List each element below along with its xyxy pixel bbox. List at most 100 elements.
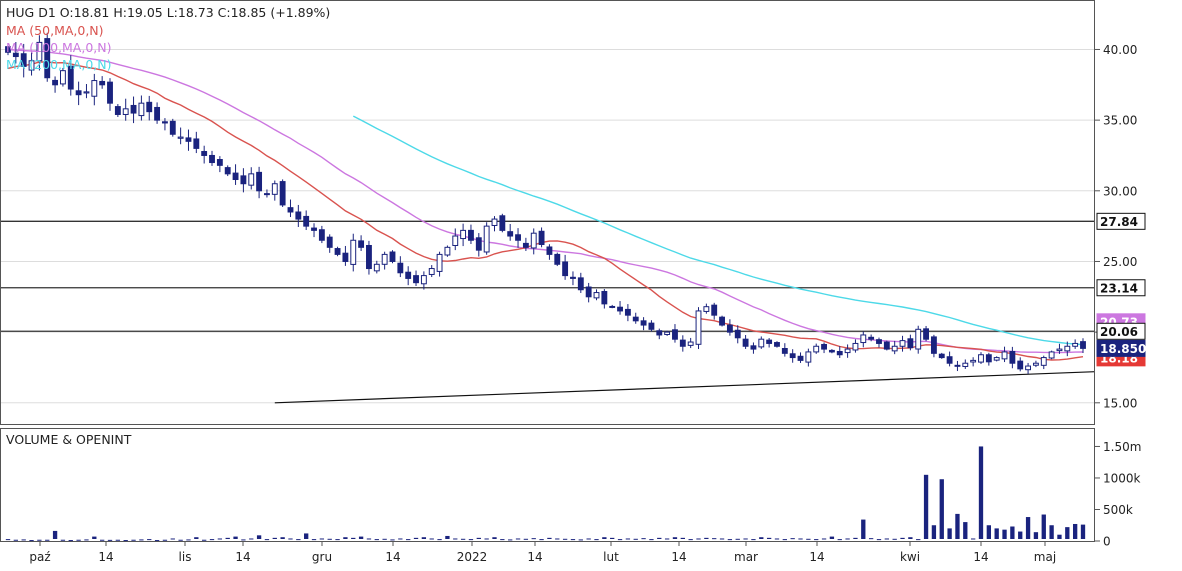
candle-body-down [828, 349, 835, 353]
candle-body-up [703, 306, 710, 312]
candle [271, 180, 278, 201]
candle-body-down [232, 172, 239, 180]
candle-body-down [389, 251, 396, 262]
volume-bar [939, 479, 944, 539]
candle-body-down [954, 364, 961, 367]
candle-body-down [789, 353, 796, 359]
volume-bar [515, 538, 521, 540]
volume-bar [719, 538, 725, 540]
candle [413, 270, 419, 286]
candle-body-up [1056, 348, 1063, 352]
volume-bar [1049, 525, 1054, 539]
candle [475, 233, 482, 257]
price-tick-label: 15.00 [1103, 396, 1137, 410]
volume-bar [256, 535, 262, 539]
price-grid [0, 48, 1095, 404]
candle-body-down [726, 324, 733, 333]
price-tag-label: 18.850 [1100, 342, 1146, 356]
candle [397, 256, 404, 278]
candle-body-up [687, 341, 694, 346]
volume-bar [429, 538, 434, 540]
candle [585, 282, 592, 303]
candle-body-up [593, 292, 600, 299]
volume-bar [782, 539, 787, 541]
volume-bar [288, 538, 293, 540]
volume-bar [547, 537, 552, 539]
price-tag-hline: 23.14 [1096, 279, 1146, 297]
candle-body-down [342, 252, 349, 262]
volume-bar [366, 538, 372, 540]
volume-bar [1080, 524, 1086, 539]
candle-body-up [805, 351, 812, 363]
candle-body-down [130, 104, 137, 114]
candle-body-up [59, 70, 66, 85]
candle [515, 228, 521, 248]
volume-bars [5, 446, 1086, 542]
candle-body-down [154, 106, 161, 121]
candle-body-down [334, 248, 341, 255]
volume-bar [413, 537, 419, 539]
volume-bar [641, 538, 646, 540]
price-tick-label: 35.00 [1103, 114, 1137, 128]
volume-bar [233, 536, 238, 539]
candle [656, 328, 663, 340]
candle [264, 189, 270, 198]
volume-bar [460, 538, 466, 540]
volume-bar [186, 539, 191, 541]
candle-body-down [499, 215, 506, 231]
volume-bar [1010, 526, 1015, 539]
price-tick-label: 30.00 [1103, 184, 1137, 198]
volume-bar [406, 539, 411, 541]
candle-body-down [256, 171, 263, 192]
candle-body-down [279, 181, 286, 206]
candle [1056, 343, 1063, 354]
candle [624, 304, 631, 322]
candle [209, 150, 215, 166]
candle [185, 129, 192, 151]
volume-bar [131, 539, 136, 541]
candle-body-up [1040, 357, 1047, 366]
candle-body-up [28, 60, 35, 71]
candle-body-up [373, 263, 380, 272]
candle-body-down [12, 52, 19, 58]
volume-bar [115, 539, 121, 541]
volume-bar [821, 538, 827, 540]
price-tag-hline: 27.84 [1096, 212, 1146, 230]
candle [20, 43, 27, 78]
volume-bar [570, 539, 576, 541]
candle-body-up [83, 91, 90, 94]
candle [789, 349, 796, 363]
volume-bar [837, 539, 842, 541]
candle [428, 265, 435, 278]
candle [915, 325, 922, 354]
candle-body-down [52, 79, 59, 86]
volume-panel-frame [0, 428, 1095, 542]
volume-bar [704, 537, 709, 539]
volume-bar [978, 446, 984, 539]
candle [883, 340, 890, 351]
volume-bar [492, 537, 497, 539]
price-tick-label: 25.00 [1103, 255, 1137, 269]
volume-bar [304, 533, 309, 539]
volume-bar [484, 538, 489, 540]
candle [499, 213, 506, 233]
candle [758, 336, 765, 349]
candle [750, 342, 757, 354]
volume-tick-label: 500k [1103, 503, 1133, 517]
volume-bar [931, 525, 937, 539]
volume-bar [696, 538, 701, 540]
candle [177, 127, 184, 145]
candle-body-up [428, 268, 435, 275]
candle [381, 251, 388, 270]
candle-body-down [601, 290, 608, 305]
candle-body-down [162, 121, 168, 124]
volume-bar [727, 539, 733, 541]
volume-bar [170, 538, 175, 540]
volume-bar [657, 537, 662, 539]
candle-body-up [436, 253, 443, 272]
candle [67, 55, 74, 96]
candle-body-down [742, 338, 749, 347]
volume-bar [743, 538, 748, 540]
support-trendline [274, 371, 1096, 404]
